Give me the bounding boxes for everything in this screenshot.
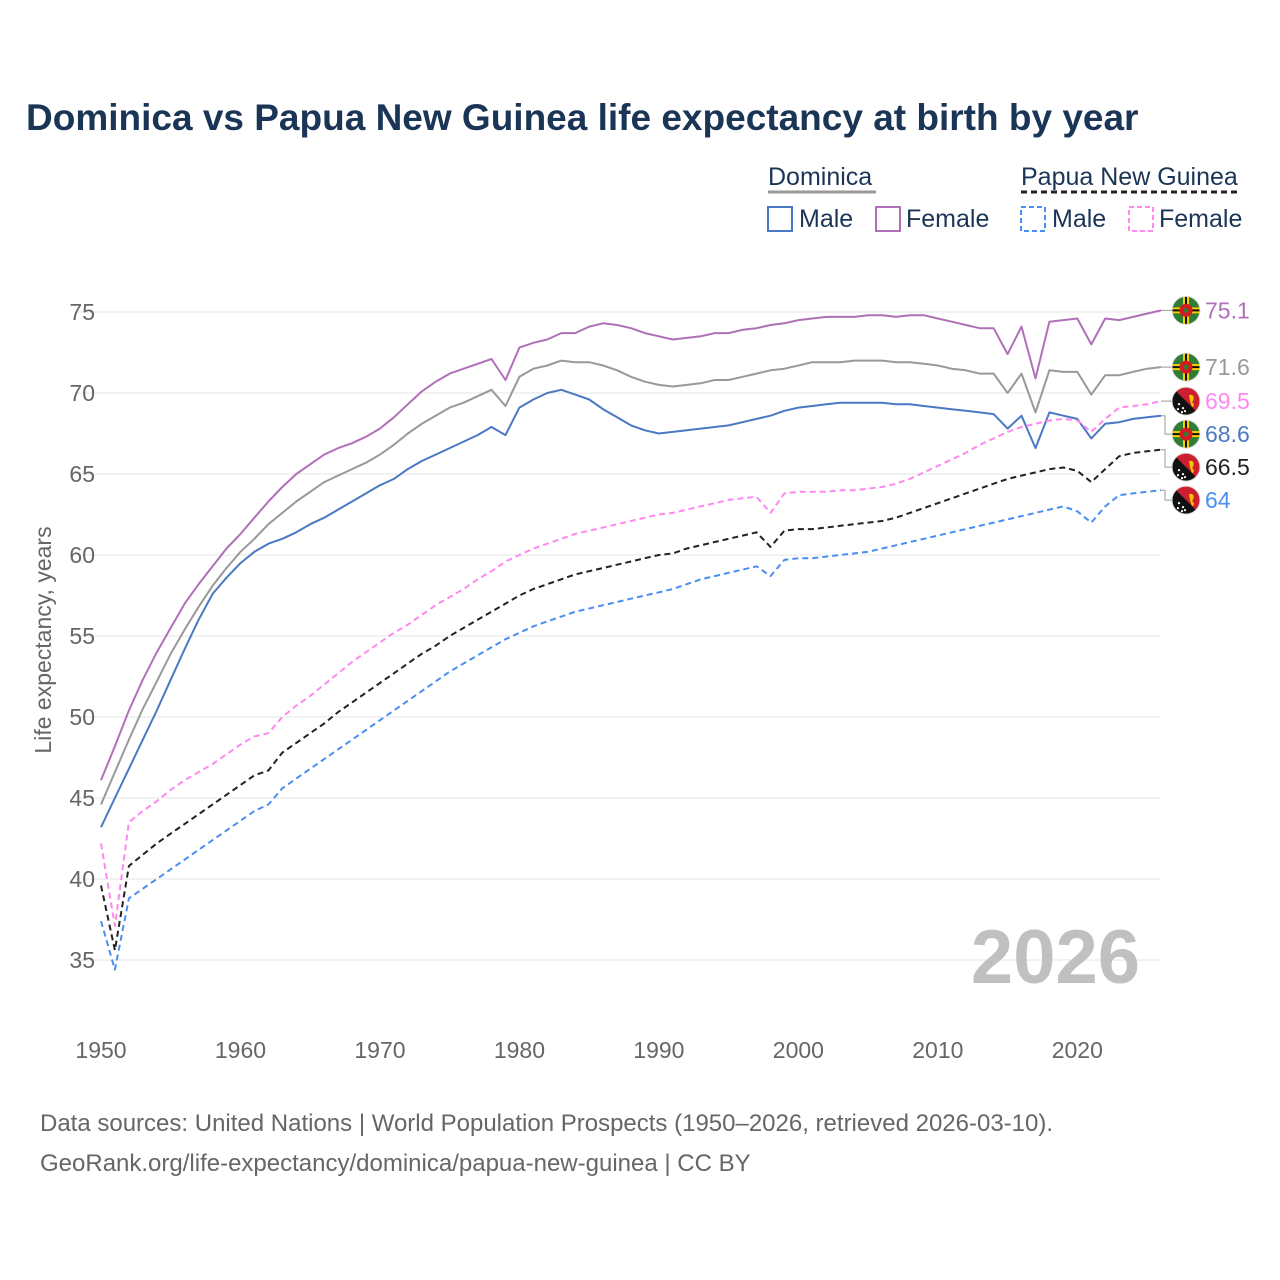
x-tick-label: 1970 [354, 1037, 405, 1063]
legend-group-png-title: Papua New Guinea [1021, 163, 1238, 191]
png-flag-icon [1171, 452, 1201, 482]
end-value-label: 69.5 [1205, 388, 1250, 414]
legend-dominica-male-label: Male [799, 205, 853, 233]
png-flag-icon [1171, 485, 1201, 515]
legend-dominica-male-swatch [767, 206, 793, 232]
legend-png-male-swatch [1020, 206, 1046, 232]
y-tick-label: 45 [69, 785, 95, 811]
source-line-2: GeoRank.org/life-expectancy/dominica/pap… [40, 1150, 751, 1177]
x-tick-label: 1950 [75, 1037, 126, 1063]
series-line [100, 489, 1162, 971]
y-tick-label: 70 [69, 380, 95, 406]
y-tick-label: 35 [69, 947, 95, 973]
y-tick-label: 50 [69, 704, 95, 730]
x-tick-label: 1960 [215, 1037, 266, 1063]
dominica-flag-icon [1171, 352, 1201, 382]
source-line-1: Data sources: United Nations | World Pop… [40, 1110, 1053, 1137]
legend-png-female-swatch [1128, 206, 1154, 232]
end-label-leader [1161, 449, 1174, 468]
end-value-label: 71.6 [1205, 354, 1250, 380]
legend-png-female-label: Female [1159, 205, 1242, 233]
legend-group-dominica-title: Dominica [768, 163, 872, 191]
end-label-layer: 75.1 71.6 69.5 68.6 66.5 64 [1161, 295, 1250, 515]
y-tick-label: 40 [69, 866, 95, 892]
legend: Dominica Male Female Papua New Guinea Ma… [767, 163, 1242, 233]
series-line [100, 359, 1162, 805]
legend-dominica-female-label: Female [906, 205, 989, 233]
dominica-flag-icon [1171, 419, 1201, 449]
y-axis-label: Life expectancy, years [30, 526, 56, 753]
series-line [100, 388, 1162, 828]
y-tick-label: 65 [69, 461, 95, 487]
end-value-label: 68.6 [1205, 421, 1250, 447]
end-label-leader [1161, 489, 1174, 501]
chart-title: Dominica vs Papua New Guinea life expect… [26, 97, 1138, 138]
series-line [100, 448, 1162, 952]
year-watermark: 2026 [971, 915, 1140, 1000]
series-layer [100, 309, 1162, 971]
x-tick-label: 2010 [912, 1037, 963, 1063]
series-line [100, 309, 1162, 781]
x-tick-label: 1980 [494, 1037, 545, 1063]
x-tick-label: 2000 [773, 1037, 824, 1063]
y-tick-label: 60 [69, 542, 95, 568]
end-label-leader [1161, 415, 1174, 435]
grid-layer: 35 40 45 50 55 60 65 70 75 1950 1960 1970 1980 1990 20… [69, 299, 1161, 1063]
series-line [100, 400, 1162, 927]
x-tick-label: 1990 [633, 1037, 684, 1063]
png-flag-icon [1171, 386, 1201, 416]
end-value-label: 75.1 [1205, 297, 1250, 323]
y-tick-label: 75 [69, 299, 95, 325]
legend-png-male-label: Male [1052, 205, 1106, 233]
y-tick-label: 55 [69, 623, 95, 649]
x-tick-label: 2020 [1052, 1037, 1103, 1063]
dominica-flag-icon [1171, 295, 1201, 325]
end-value-label: 64 [1205, 487, 1231, 513]
end-value-label: 66.5 [1205, 454, 1250, 480]
legend-dominica-female-swatch [875, 206, 901, 232]
